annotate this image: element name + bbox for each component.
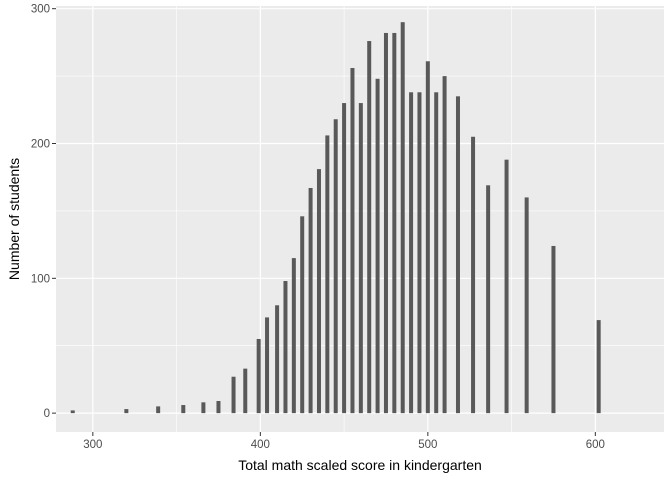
bar (455, 96, 460, 414)
bar (417, 92, 422, 414)
bar (434, 92, 439, 414)
y-tick-label: 100 (31, 273, 50, 285)
bar (333, 119, 338, 414)
bar (342, 103, 347, 414)
bar (551, 245, 556, 414)
bar (358, 103, 363, 414)
bar (181, 405, 186, 414)
bar (400, 22, 405, 414)
bar (231, 376, 236, 414)
y-tick-label: 200 (31, 139, 50, 151)
bar (265, 317, 270, 414)
bar (256, 338, 261, 414)
bar (70, 410, 75, 414)
bar (596, 320, 601, 414)
x-axis-ticks: 300 400 500 600 (83, 432, 605, 451)
x-tick-label: 400 (251, 439, 270, 451)
x-tick-label: 500 (418, 439, 437, 451)
bar (350, 68, 355, 414)
y-tick-label: 300 (31, 4, 50, 16)
y-axis-ticks: 0 100 200 300 (31, 4, 56, 420)
bar (471, 136, 476, 414)
y-tick-label: 0 (44, 408, 50, 420)
bar (316, 169, 321, 414)
bar (124, 409, 129, 414)
bar (325, 135, 330, 414)
bar (275, 305, 280, 414)
x-axis-title: Total math scaled score in kindergarten (238, 457, 482, 473)
y-axis-title: Number of students (6, 158, 22, 280)
bar (524, 197, 529, 414)
bar (283, 281, 288, 414)
bar (425, 61, 430, 414)
bar (291, 258, 296, 414)
bar (409, 92, 414, 414)
bar (243, 368, 248, 414)
bar (375, 78, 380, 414)
x-tick-label: 600 (586, 439, 605, 451)
bar (300, 216, 305, 414)
bar (216, 400, 221, 414)
bar (442, 76, 447, 414)
bar (486, 185, 491, 414)
bar (504, 159, 509, 414)
bar (308, 187, 313, 414)
bar (367, 41, 372, 414)
bar (201, 402, 206, 414)
bars (70, 22, 601, 414)
bar (156, 406, 161, 414)
bar (383, 32, 388, 414)
bar (392, 32, 397, 414)
x-tick-label: 300 (83, 439, 102, 451)
